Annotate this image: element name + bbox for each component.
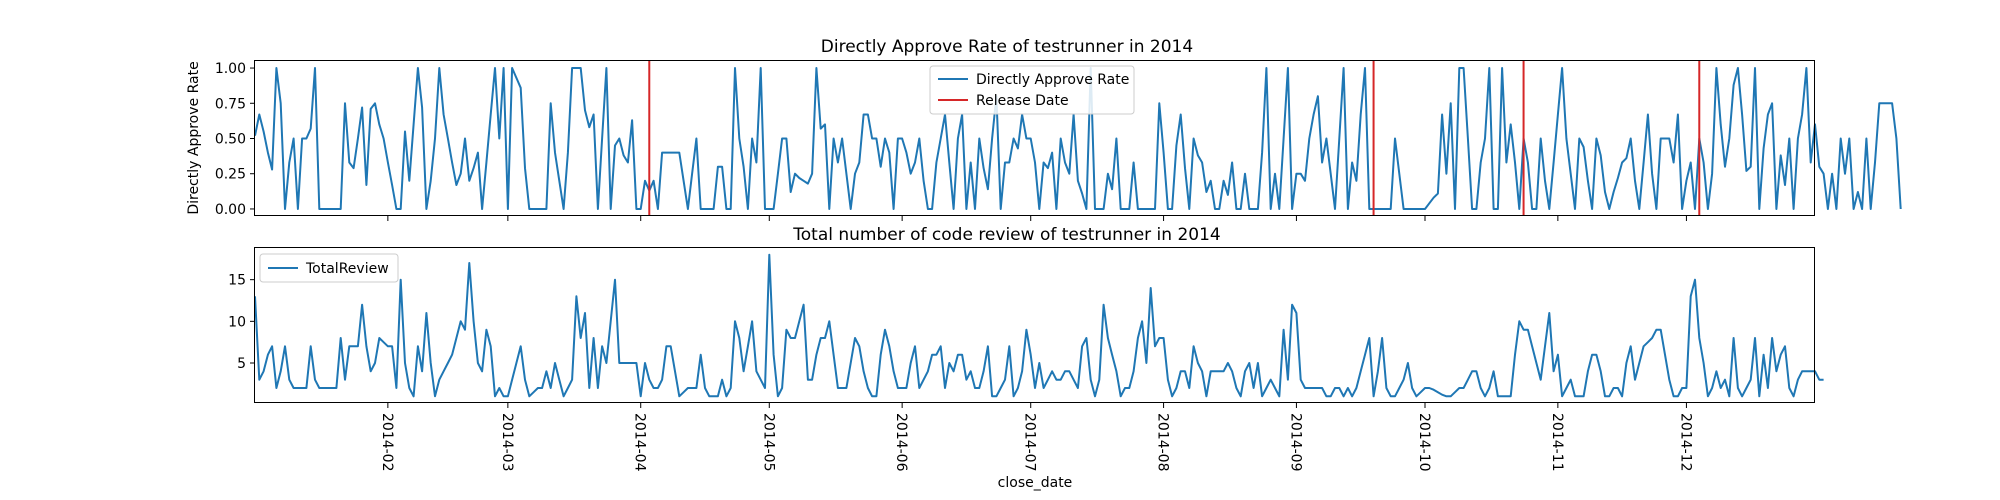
approve-rate-ytick-label: 1.00 xyxy=(215,61,246,77)
total-review-xtick-label: 2014-11 xyxy=(1549,413,1565,472)
total-review-xtick-label: 2014-09 xyxy=(1287,413,1303,472)
approve-rate-ytick-label: 0.00 xyxy=(215,202,246,218)
legend-label-approve-rate: Directly Approve Rate xyxy=(976,72,1129,88)
approve-rate-panel: Directly Approve Rate of testrunner in 2… xyxy=(186,37,1902,221)
total-review-xtick-label: 2014-12 xyxy=(1677,413,1693,472)
total-review-xtick-label: 2014-03 xyxy=(499,413,515,472)
approve-rate-ylabel: Directly Approve Rate xyxy=(186,61,202,214)
total-review-x-axis: 2014-02 2014-03 2014-04 2014-05 2014-06 2014-… xyxy=(379,403,1693,472)
total-review-xtick-label: 2014-04 xyxy=(632,413,648,472)
total-review-series-line xyxy=(254,253,1824,398)
approve-rate-series-line xyxy=(254,67,1902,210)
total-review-ytick-label: 5 xyxy=(237,356,246,372)
total-review-ytick-label: 10 xyxy=(228,314,246,330)
total-review-panel: Total number of code review of testrunne… xyxy=(228,225,1824,491)
approve-rate-ytick-label: 0.25 xyxy=(215,167,246,183)
total-review-xtick-label: 2014-05 xyxy=(760,413,776,472)
total-review-xtick-label: 2014-06 xyxy=(893,413,909,472)
approve-rate-title: Directly Approve Rate of testrunner in 2… xyxy=(821,37,1193,57)
legend-label-total-review: TotalReview xyxy=(305,261,389,277)
total-review-y-axis: 5 10 15 xyxy=(228,273,255,372)
approve-rate-ytick-label: 0.75 xyxy=(215,96,246,112)
total-review-xlabel: close_date xyxy=(998,475,1073,491)
total-review-legend: TotalReview xyxy=(259,253,399,283)
approve-rate-ytick-label: 0.50 xyxy=(215,132,246,148)
legend-label-release-date: Release Date xyxy=(976,93,1069,109)
total-review-xtick-label: 2014-08 xyxy=(1155,413,1171,472)
total-review-xtick-label: 2014-02 xyxy=(379,413,395,472)
approve-rate-x-axis xyxy=(387,216,1687,221)
release-date-lines xyxy=(648,61,1701,216)
approve-rate-y-axis: 0.00 0.25 0.50 0.75 1.00 xyxy=(215,61,255,218)
total-review-ytick-label: 15 xyxy=(228,273,246,289)
total-review-xtick-label: 2014-10 xyxy=(1416,413,1432,472)
total-review-xtick-label: 2014-07 xyxy=(1022,413,1038,472)
total-review-plot-frame xyxy=(254,247,1815,403)
approve-rate-legend: Directly Approve Rate Release Date xyxy=(929,65,1135,115)
approve-rate-plot-frame xyxy=(254,60,1815,216)
total-review-title: Total number of code review of testrunne… xyxy=(792,225,1220,245)
